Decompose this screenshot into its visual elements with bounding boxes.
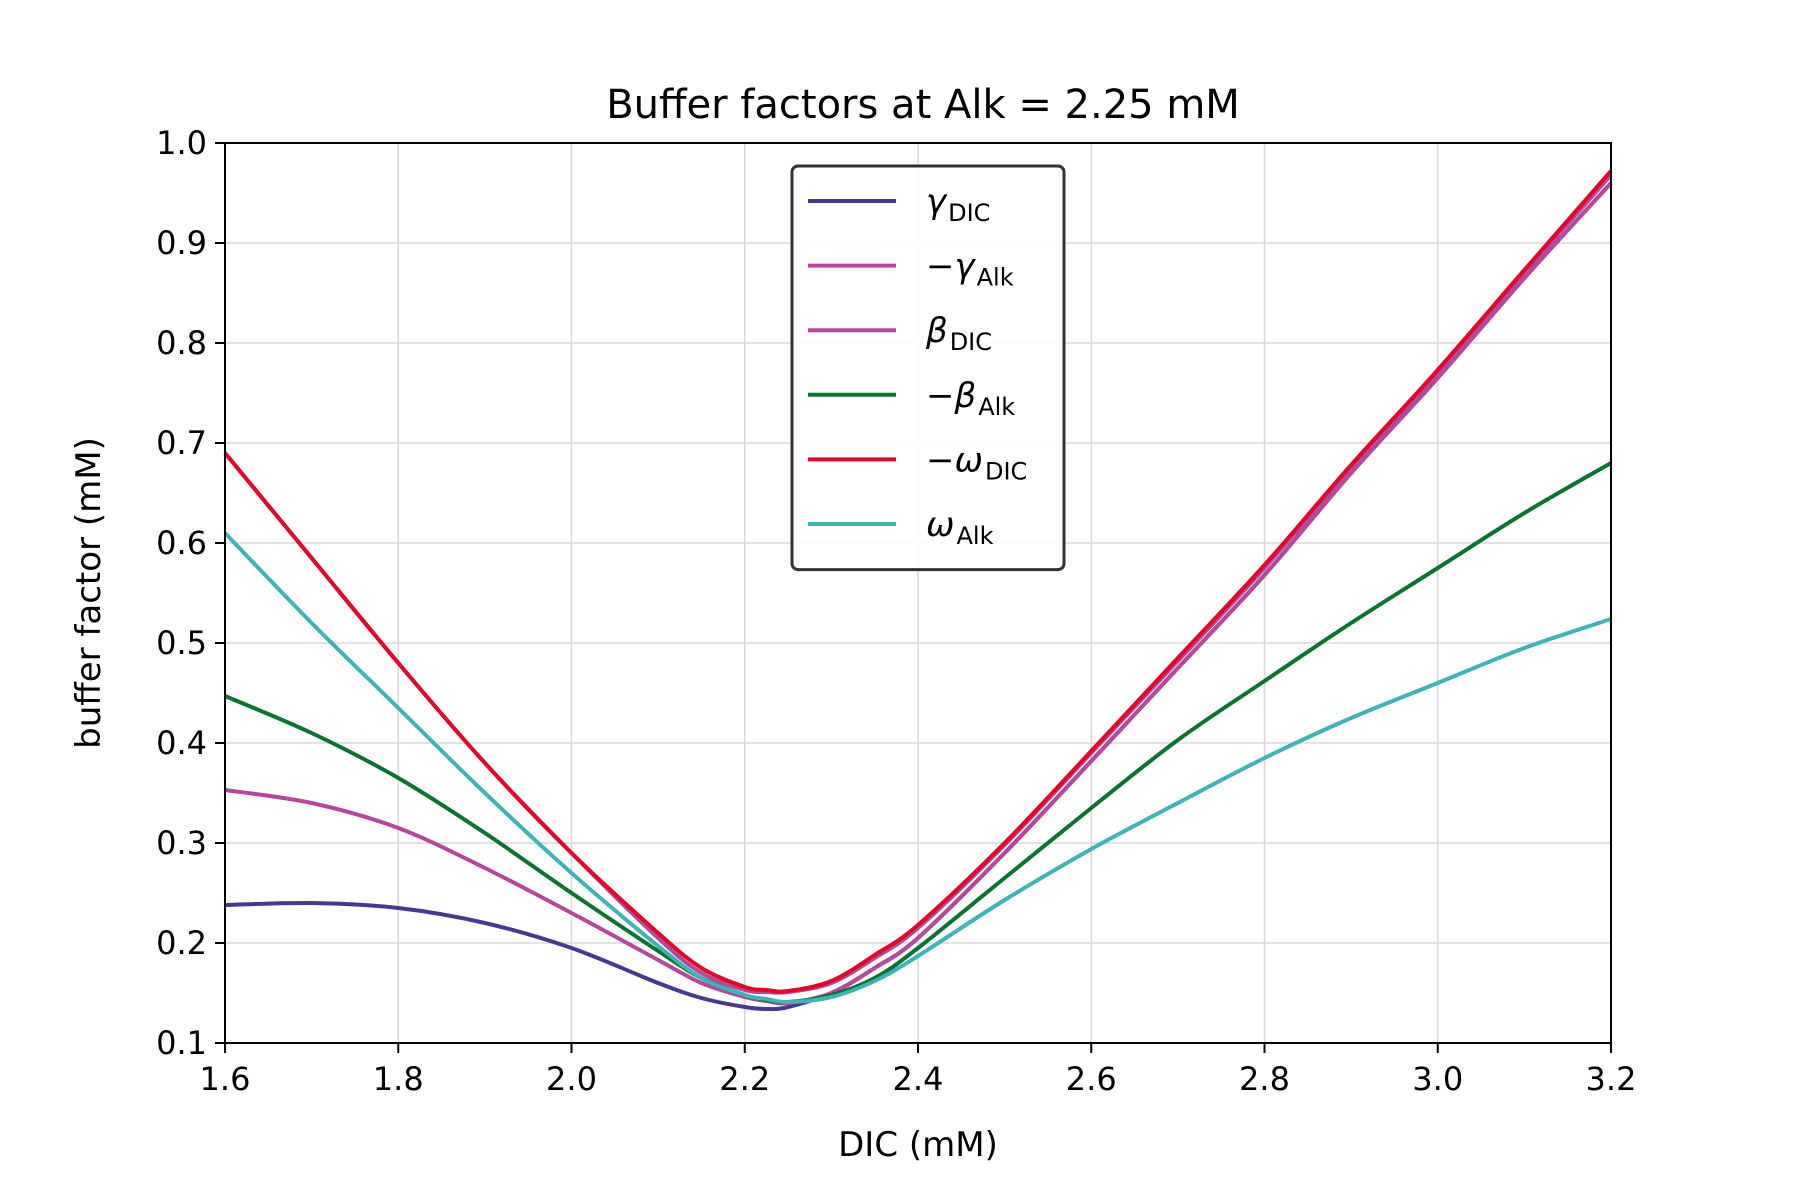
legend-symbol: γ: [926, 182, 948, 222]
series-line-5: [223, 531, 1612, 1005]
legend-symbol: ω: [926, 505, 954, 545]
y-tick-label: 0.6: [156, 524, 207, 562]
y-tick-label: 0.1: [156, 1024, 207, 1062]
y-axis-label: buffer factor (mM): [69, 437, 109, 749]
legend-subscript: Alk: [956, 522, 993, 550]
x-tick-label: 2.8: [1239, 1060, 1290, 1098]
x-tick-label: 3.2: [1586, 1060, 1637, 1098]
legend-entry-3: −βAlk: [926, 376, 1015, 421]
legend-prefix: −: [926, 247, 955, 287]
legend-subscript: DIC: [948, 199, 990, 227]
legend-subscript: DIC: [950, 328, 992, 356]
legend-symbol: β: [954, 376, 977, 416]
y-tick-label: 0.9: [156, 224, 207, 262]
x-tick-label: 2.4: [893, 1060, 944, 1098]
x-tick-label: 3.0: [1412, 1060, 1463, 1098]
y-tick-label: 1.0: [156, 124, 207, 162]
y-tick-label: 0.7: [156, 424, 207, 462]
legend-symbol: ω: [955, 440, 983, 480]
x-tick-label: 2.6: [1066, 1060, 1117, 1098]
x-tick-label: 1.8: [373, 1060, 424, 1098]
legend-subscript: Alk: [977, 264, 1014, 292]
y-tick-label: 0.5: [156, 624, 207, 662]
x-tick-label: 2.2: [719, 1060, 770, 1098]
x-axis-ticks: 1.6 1.8 2.0 2.2 2.4 2.6 2.8 3.0 3.2: [200, 1043, 1637, 1098]
legend-entry-5: ωAlk: [926, 505, 994, 550]
legend-prefix: −: [926, 376, 955, 416]
series-line-3: [224, 461, 1612, 1005]
series-line-2: [224, 181, 1613, 1006]
legend-subscript: DIC: [985, 457, 1027, 485]
legend-entry-2: βDIC: [925, 311, 992, 356]
legend-entry-1: −γAlk: [926, 247, 1014, 292]
series-lines: [223, 169, 1613, 1012]
y-tick-label: 0.4: [156, 724, 207, 762]
x-axis-label: DIC (mM): [838, 1125, 998, 1165]
legend-symbol: β: [925, 311, 948, 351]
y-tick-label: 0.2: [156, 924, 207, 962]
chart-title: Buffer factors at Alk = 2.25 mM: [606, 82, 1240, 128]
legend-entry-0: γDIC: [926, 182, 990, 227]
legend-prefix: −: [926, 440, 955, 480]
series-line-4: [223, 169, 1613, 994]
x-tick-label: 2.0: [546, 1060, 597, 1098]
legend-entry-4: −ωDIC: [926, 440, 1027, 485]
y-tick-label: 0.3: [156, 824, 207, 862]
legend-subscript: Alk: [978, 393, 1015, 421]
y-axis-ticks: 0.1 0.2 0.3 0.4 0.5 0.6 0.7 0.8 0.9 1.0: [156, 124, 225, 1062]
y-tick-label: 0.8: [156, 324, 207, 362]
legend-symbol: γ: [955, 247, 977, 287]
x-tick-label: 1.6: [200, 1060, 251, 1098]
